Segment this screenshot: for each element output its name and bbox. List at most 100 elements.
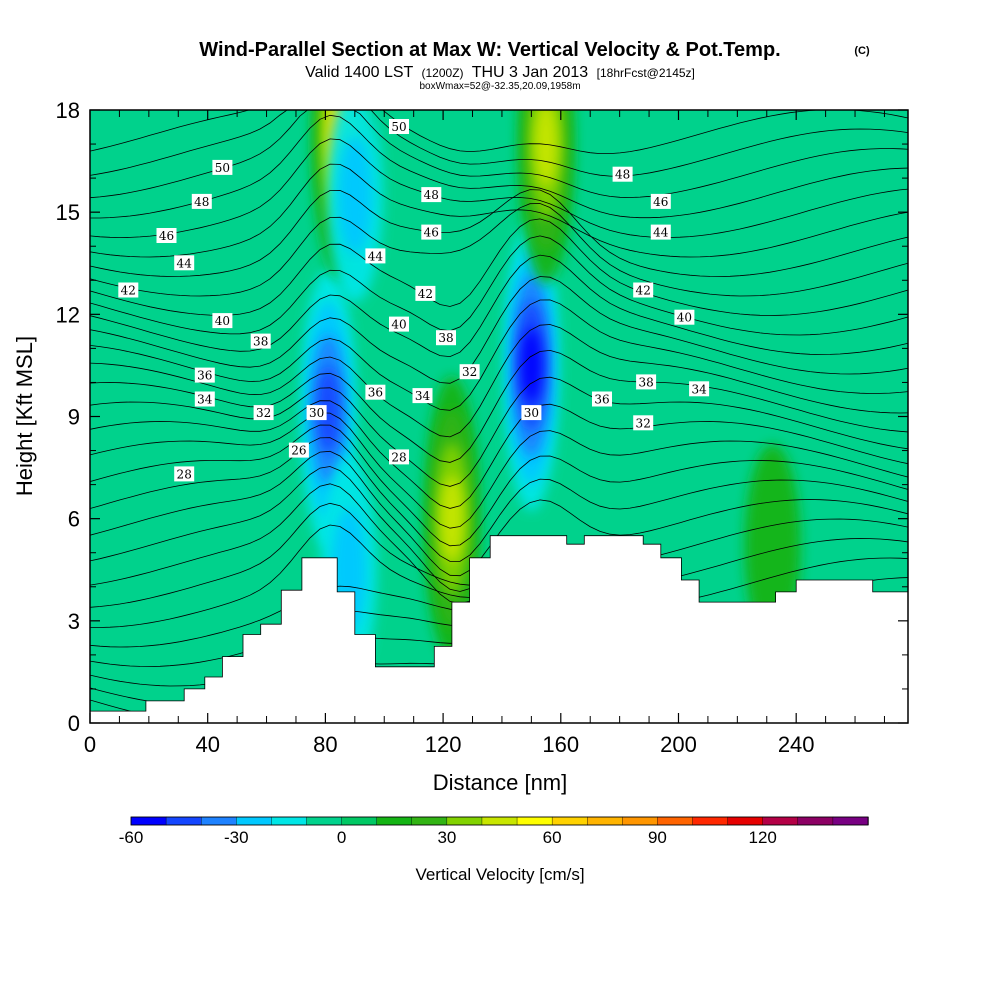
valid-date: THU 3 Jan 2013 <box>472 64 589 81</box>
forecast-info: [18hrFcst@2145z] <box>597 66 695 80</box>
contour-label-bg <box>194 367 215 383</box>
contour-label-text: 48 <box>615 168 630 182</box>
y-tick-label: 9 <box>68 405 80 430</box>
contour-label-text: 32 <box>256 406 271 420</box>
contour-label-bg <box>389 119 409 134</box>
colorbar-swatch <box>481 816 518 826</box>
contour-label-bg <box>650 193 671 209</box>
colorbar-swatch <box>411 816 448 826</box>
contour-label: 32 <box>253 405 274 421</box>
x-tick-label: 240 <box>778 732 815 757</box>
contour-label-bg <box>365 248 386 264</box>
theta-contour-line <box>90 299 908 411</box>
chart-header: Wind-Parallel Section at Max W: Vertical… <box>199 39 870 92</box>
contour-label: 28 <box>389 449 409 465</box>
contour-label: 50 <box>212 159 233 175</box>
y-tick-label: 0 <box>68 711 80 736</box>
contour-label-bg <box>191 193 212 209</box>
contour-label-bg <box>633 282 654 298</box>
contour-label-text: 44 <box>653 226 669 240</box>
contour-label-bg <box>592 391 612 407</box>
contour-label-bg <box>389 449 409 465</box>
contour-label-text: 42 <box>121 284 136 298</box>
box-info: boxWmax=52@-32.35,20.09,1958m <box>419 81 580 92</box>
valid-time-line: Valid 1400 LST (1200Z) THU 3 Jan 2013 [1… <box>305 64 695 81</box>
colorbar-tick-label: 30 <box>437 828 456 847</box>
contour-label-bg <box>636 374 657 390</box>
contour-label-bg <box>253 405 274 421</box>
contour-label: 42 <box>118 282 139 298</box>
colorbar-swatch <box>236 816 273 826</box>
theta-contour-line <box>90 412 908 529</box>
theta-contour-line <box>90 163 908 258</box>
contour-label-text: 40 <box>215 314 230 328</box>
valid-prefix: Valid 1400 LST <box>305 64 413 81</box>
contour-label: 40 <box>674 309 695 325</box>
contour-label-text: 28 <box>391 450 406 464</box>
contour-label-text: 44 <box>368 249 384 263</box>
contour-label: 34 <box>194 391 215 407</box>
contour-label: 30 <box>306 405 327 421</box>
contour-label: 48 <box>191 193 212 209</box>
colorbar-frame <box>130 816 869 826</box>
contour-label-bg <box>212 159 233 175</box>
contour-label-text: 46 <box>159 229 174 243</box>
contour-label-text: 42 <box>418 287 433 301</box>
colorbar-swatch <box>727 816 764 826</box>
theta-contour-line <box>90 110 908 177</box>
contour-label: 48 <box>612 166 633 182</box>
contour-label-bg <box>118 282 139 298</box>
contour-label: 42 <box>415 285 436 301</box>
contour-label: 46 <box>421 224 442 240</box>
colorbar-swatch <box>551 816 588 826</box>
x-tick-label: 160 <box>542 732 579 757</box>
colorbar-swatch <box>692 816 729 826</box>
contour-label: 32 <box>633 415 654 431</box>
contour-label-bg <box>650 224 671 240</box>
colorbar-tick-label: -30 <box>224 828 249 847</box>
contour-label-text: 40 <box>677 311 692 325</box>
contour-label: 30 <box>521 405 542 421</box>
y-tick-label: 6 <box>68 507 80 532</box>
contour-label-text: 28 <box>177 467 192 481</box>
valid-utc: (1200Z) <box>422 66 464 80</box>
contour-label-text: 32 <box>462 365 477 379</box>
colorbar-swatch <box>657 816 694 826</box>
y-tick-label: 18 <box>56 98 80 123</box>
theta-contour-line <box>90 110 908 154</box>
contour-label: 36 <box>194 367 215 383</box>
theta-contour-line <box>90 400 908 509</box>
contour-label: 42 <box>633 282 654 298</box>
colorbar-swatch <box>446 816 483 826</box>
contour-label: 38 <box>636 374 657 390</box>
contour-label: 38 <box>250 333 271 349</box>
colorbar-swatch <box>200 816 237 826</box>
colorbar-title: Vertical Velocity [cm/s] <box>415 865 584 884</box>
theta-contour-line <box>90 138 908 238</box>
x-axis: 0 40 80 120 160 200 240 <box>84 110 885 757</box>
contour-label-bg <box>365 384 386 400</box>
contour-label-bg <box>633 415 654 431</box>
contour-label: 46 <box>156 228 177 243</box>
contour-label-bg <box>174 466 195 482</box>
y-tick-label: 15 <box>56 200 80 225</box>
contour-label-text: 34 <box>691 382 707 396</box>
colorbar: -60 -30 0 30 60 90 120 <box>119 816 869 847</box>
contour-label-bg <box>250 333 271 349</box>
colorbar-swatch <box>271 816 308 826</box>
copyright-mark: (C) <box>854 45 870 57</box>
colorbar-swatch <box>832 816 869 826</box>
colorbar-tick-label: 0 <box>337 828 346 847</box>
colorbar-tick-label: -60 <box>119 828 144 847</box>
colorbar-swatch <box>516 816 553 826</box>
x-tick-label: 80 <box>313 732 337 757</box>
w-contour-band <box>316 367 340 453</box>
contour-label-text: 46 <box>653 195 668 209</box>
contour-label-bg <box>288 442 309 458</box>
colorbar-swatch <box>587 816 624 826</box>
colorbar-swatch <box>622 816 659 826</box>
terrain <box>90 535 908 723</box>
contour-label: 48 <box>421 187 442 203</box>
